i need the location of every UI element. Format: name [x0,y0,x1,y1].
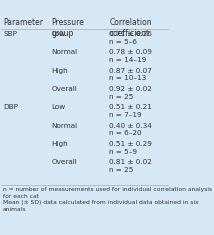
Text: n = number of measurements used for individual correlation analysis
for each cat: n = number of measurements used for indi… [3,187,212,212]
Text: 0.51 ± 0.21
n = 7–19: 0.51 ± 0.21 n = 7–19 [110,104,152,118]
Text: 0.78 ± 0.09
n = 14–19: 0.78 ± 0.09 n = 14–19 [110,49,152,63]
Text: 0.71 ± 0.26
n = 5–6: 0.71 ± 0.26 n = 5–6 [110,31,152,45]
Text: SBP: SBP [3,31,17,37]
Text: Pressure
group: Pressure group [51,18,84,38]
Text: DBP: DBP [3,104,18,110]
Text: 0.87 ± 0.07
n = 10–13: 0.87 ± 0.07 n = 10–13 [110,68,152,81]
Text: Overall: Overall [51,160,77,165]
Text: Low: Low [51,104,65,110]
Text: 0.81 ± 0.02
n = 25: 0.81 ± 0.02 n = 25 [110,160,152,173]
Text: Normal: Normal [51,49,77,55]
Text: Parameter: Parameter [3,18,43,27]
Text: Overall: Overall [51,86,77,92]
Text: 0.51 ± 0.29
n = 5–9: 0.51 ± 0.29 n = 5–9 [110,141,152,155]
Text: Correlation
coefficient: Correlation coefficient [110,18,152,38]
Text: 0.92 ± 0.02
n = 25: 0.92 ± 0.02 n = 25 [110,86,152,100]
Text: Normal: Normal [51,123,77,129]
Text: High: High [51,68,68,74]
Text: High: High [51,141,68,147]
Text: 0.40 ± 0.34
n = 6–20: 0.40 ± 0.34 n = 6–20 [110,123,152,137]
Text: Low: Low [51,31,65,37]
